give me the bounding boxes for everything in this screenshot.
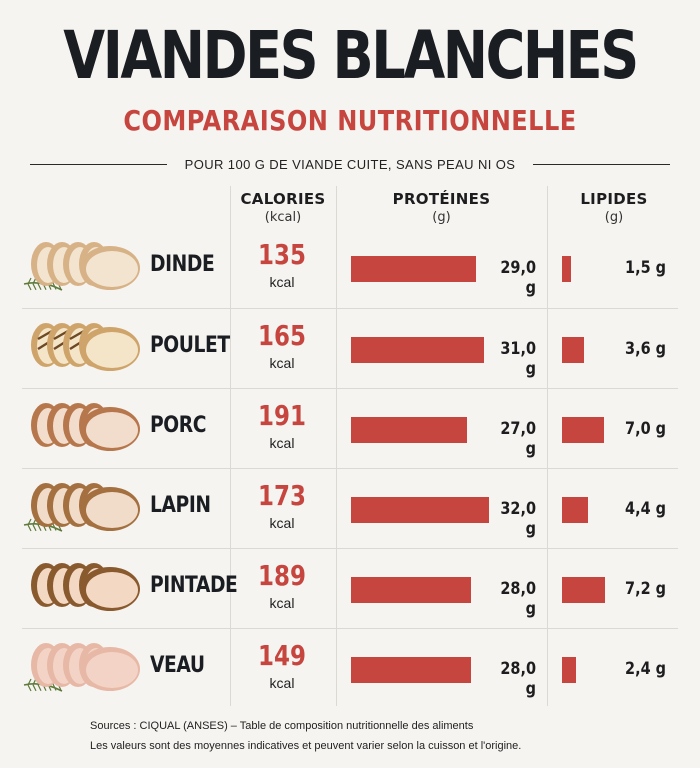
note-text: POUR 100 G DE VIANDE CUITE, SANS PEAU NI… bbox=[184, 156, 516, 172]
disclaimer-text: Les valeurs sont des moyennes indicative… bbox=[90, 740, 522, 752]
meat-slices-image bbox=[23, 242, 140, 291]
header-lipids-unit: (g) bbox=[604, 210, 624, 225]
calories-value: 165 bbox=[258, 319, 306, 352]
divider-left bbox=[30, 163, 167, 165]
meat-slices-image bbox=[23, 643, 140, 692]
sources-text: Sources : CIQUAL (ANSES) – Table de comp… bbox=[90, 720, 474, 732]
calories-value: 149 bbox=[258, 639, 306, 672]
column-divider-3 bbox=[547, 186, 548, 706]
lipid-bar bbox=[562, 337, 584, 363]
table-row: PORC 191 kcal 27,0 g 7,0 g bbox=[22, 388, 678, 468]
table-row: PINTADE 189 kcal 28,0 g 7,2 g bbox=[22, 548, 678, 628]
meat-slices-image bbox=[31, 403, 140, 451]
header-lipids-label: LIPIDES bbox=[580, 190, 648, 208]
meat-name: PORC bbox=[150, 413, 207, 438]
header-proteins-label: PROTÉINES bbox=[392, 190, 491, 208]
lipid-bar bbox=[562, 497, 589, 523]
lipid-bar bbox=[562, 657, 577, 683]
page-subtitle: COMPARAISON NUTRITIONNELLE bbox=[123, 104, 577, 137]
column-divider-1 bbox=[230, 186, 231, 706]
page-title: VIANDES BLANCHES bbox=[63, 17, 639, 94]
meat-name: POULET bbox=[150, 333, 230, 358]
meat-name: DINDE bbox=[150, 252, 215, 277]
lipid-value: 3,6 g bbox=[625, 339, 666, 359]
column-divider-2 bbox=[336, 186, 337, 706]
table-row: LAPIN 173 kcal 32,0 g 4,4 g bbox=[22, 468, 678, 548]
calories-unit: kcal bbox=[269, 595, 295, 611]
protein-value: 28,0 g bbox=[500, 579, 536, 619]
protein-bar bbox=[351, 577, 472, 603]
calories-value: 173 bbox=[258, 479, 306, 512]
divider-right bbox=[533, 163, 671, 165]
protein-value: 31,0 g bbox=[500, 339, 536, 379]
table-row: VEAU 149 kcal 28,0 g 2,4 g bbox=[22, 628, 678, 708]
calories-unit: kcal bbox=[269, 515, 295, 531]
protein-bar bbox=[351, 256, 476, 282]
calories-unit: kcal bbox=[269, 274, 295, 290]
lipid-bar bbox=[562, 256, 571, 282]
measurement-note: POUR 100 G DE VIANDE CUITE, SANS PEAU NI… bbox=[30, 152, 671, 176]
header-calories-unit: (kcal) bbox=[264, 210, 302, 225]
calories-unit: kcal bbox=[269, 355, 295, 371]
meat-name: PINTADE bbox=[150, 573, 238, 598]
calories-unit: kcal bbox=[269, 435, 295, 451]
header-proteins-unit: (g) bbox=[432, 210, 451, 225]
protein-bar bbox=[351, 417, 468, 443]
calories-value: 191 bbox=[258, 399, 306, 432]
lipid-value: 7,2 g bbox=[625, 579, 666, 599]
meat-slices-image bbox=[23, 483, 140, 532]
protein-value: 28,0 g bbox=[500, 659, 536, 699]
meat-slices-image bbox=[31, 323, 140, 371]
lipid-bar bbox=[562, 417, 604, 443]
protein-value: 32,0 g bbox=[500, 499, 536, 539]
protein-bar bbox=[351, 337, 485, 363]
table-row: POULET 165 kcal 31,0 g 3,6 g bbox=[22, 308, 678, 388]
header-proteins: PROTÉINES (g) bbox=[338, 190, 545, 225]
header-calories: CALORIES (kcal) bbox=[232, 190, 334, 225]
header-calories-label: CALORIES bbox=[240, 190, 326, 208]
lipid-value: 4,4 g bbox=[625, 499, 666, 519]
meat-slices-image bbox=[31, 563, 140, 611]
meat-name: VEAU bbox=[150, 653, 205, 678]
table-row: DINDE 135 kcal 29,0 g 1,5 g bbox=[22, 228, 678, 308]
lipid-value: 7,0 g bbox=[625, 419, 666, 439]
meat-name: LAPIN bbox=[150, 493, 211, 518]
calories-unit: kcal bbox=[269, 675, 295, 691]
protein-bar bbox=[351, 497, 489, 523]
header-lipids: LIPIDES (g) bbox=[549, 190, 679, 225]
protein-bar bbox=[351, 657, 472, 683]
lipid-value: 1,5 g bbox=[625, 258, 666, 278]
lipid-bar bbox=[562, 577, 606, 603]
calories-value: 189 bbox=[258, 559, 306, 592]
protein-value: 27,0 g bbox=[500, 419, 536, 459]
protein-value: 29,0 g bbox=[500, 258, 536, 298]
lipid-value: 2,4 g bbox=[625, 659, 666, 679]
calories-value: 135 bbox=[258, 238, 306, 271]
